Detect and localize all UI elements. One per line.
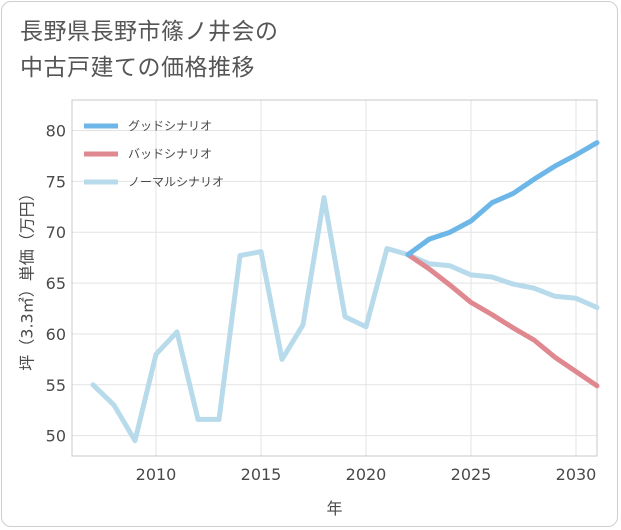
y-tick-label: 65 [46, 274, 66, 293]
legend-label: ノーマルシナリオ [128, 175, 224, 189]
y-axis-title: 坪（3.3㎡）単価（万円） [18, 185, 37, 370]
series-line-0 [405, 140, 600, 258]
y-tick-label: 50 [46, 427, 66, 446]
x-axis-title: 年 [326, 499, 342, 518]
series-line-1 [405, 252, 600, 389]
y-tick-label: 70 [46, 223, 66, 242]
tick-labels: 2010 2015 2020 2025 2030 50 55 60 65 70 75 80 [46, 122, 597, 484]
grid [72, 100, 597, 456]
y-tick-label: 75 [46, 172, 66, 191]
y-tick-label: 80 [46, 122, 66, 141]
series-line-2 [90, 195, 600, 444]
x-tick-label: 2025 [451, 465, 492, 484]
series-layer [90, 140, 600, 444]
plot-frame [71, 99, 598, 457]
y-tick-label: 55 [46, 376, 66, 395]
title-line-2: 中古戸建ての価格推移 [20, 55, 255, 81]
x-tick-label: 2010 [136, 465, 177, 484]
x-tick-label: 2015 [241, 465, 282, 484]
legend-label: グッドシナリオ [128, 119, 212, 133]
legend-label: バッドシナリオ [128, 147, 212, 161]
chart-title: 長野県長野市篠ノ井会の 中古戸建ての価格推移 [20, 14, 440, 86]
x-tick-label: 2030 [556, 465, 597, 484]
y-tick-label: 60 [46, 325, 66, 344]
title-line-1: 長野県長野市篠ノ井会の [20, 19, 279, 45]
x-tick-label: 2020 [346, 465, 387, 484]
